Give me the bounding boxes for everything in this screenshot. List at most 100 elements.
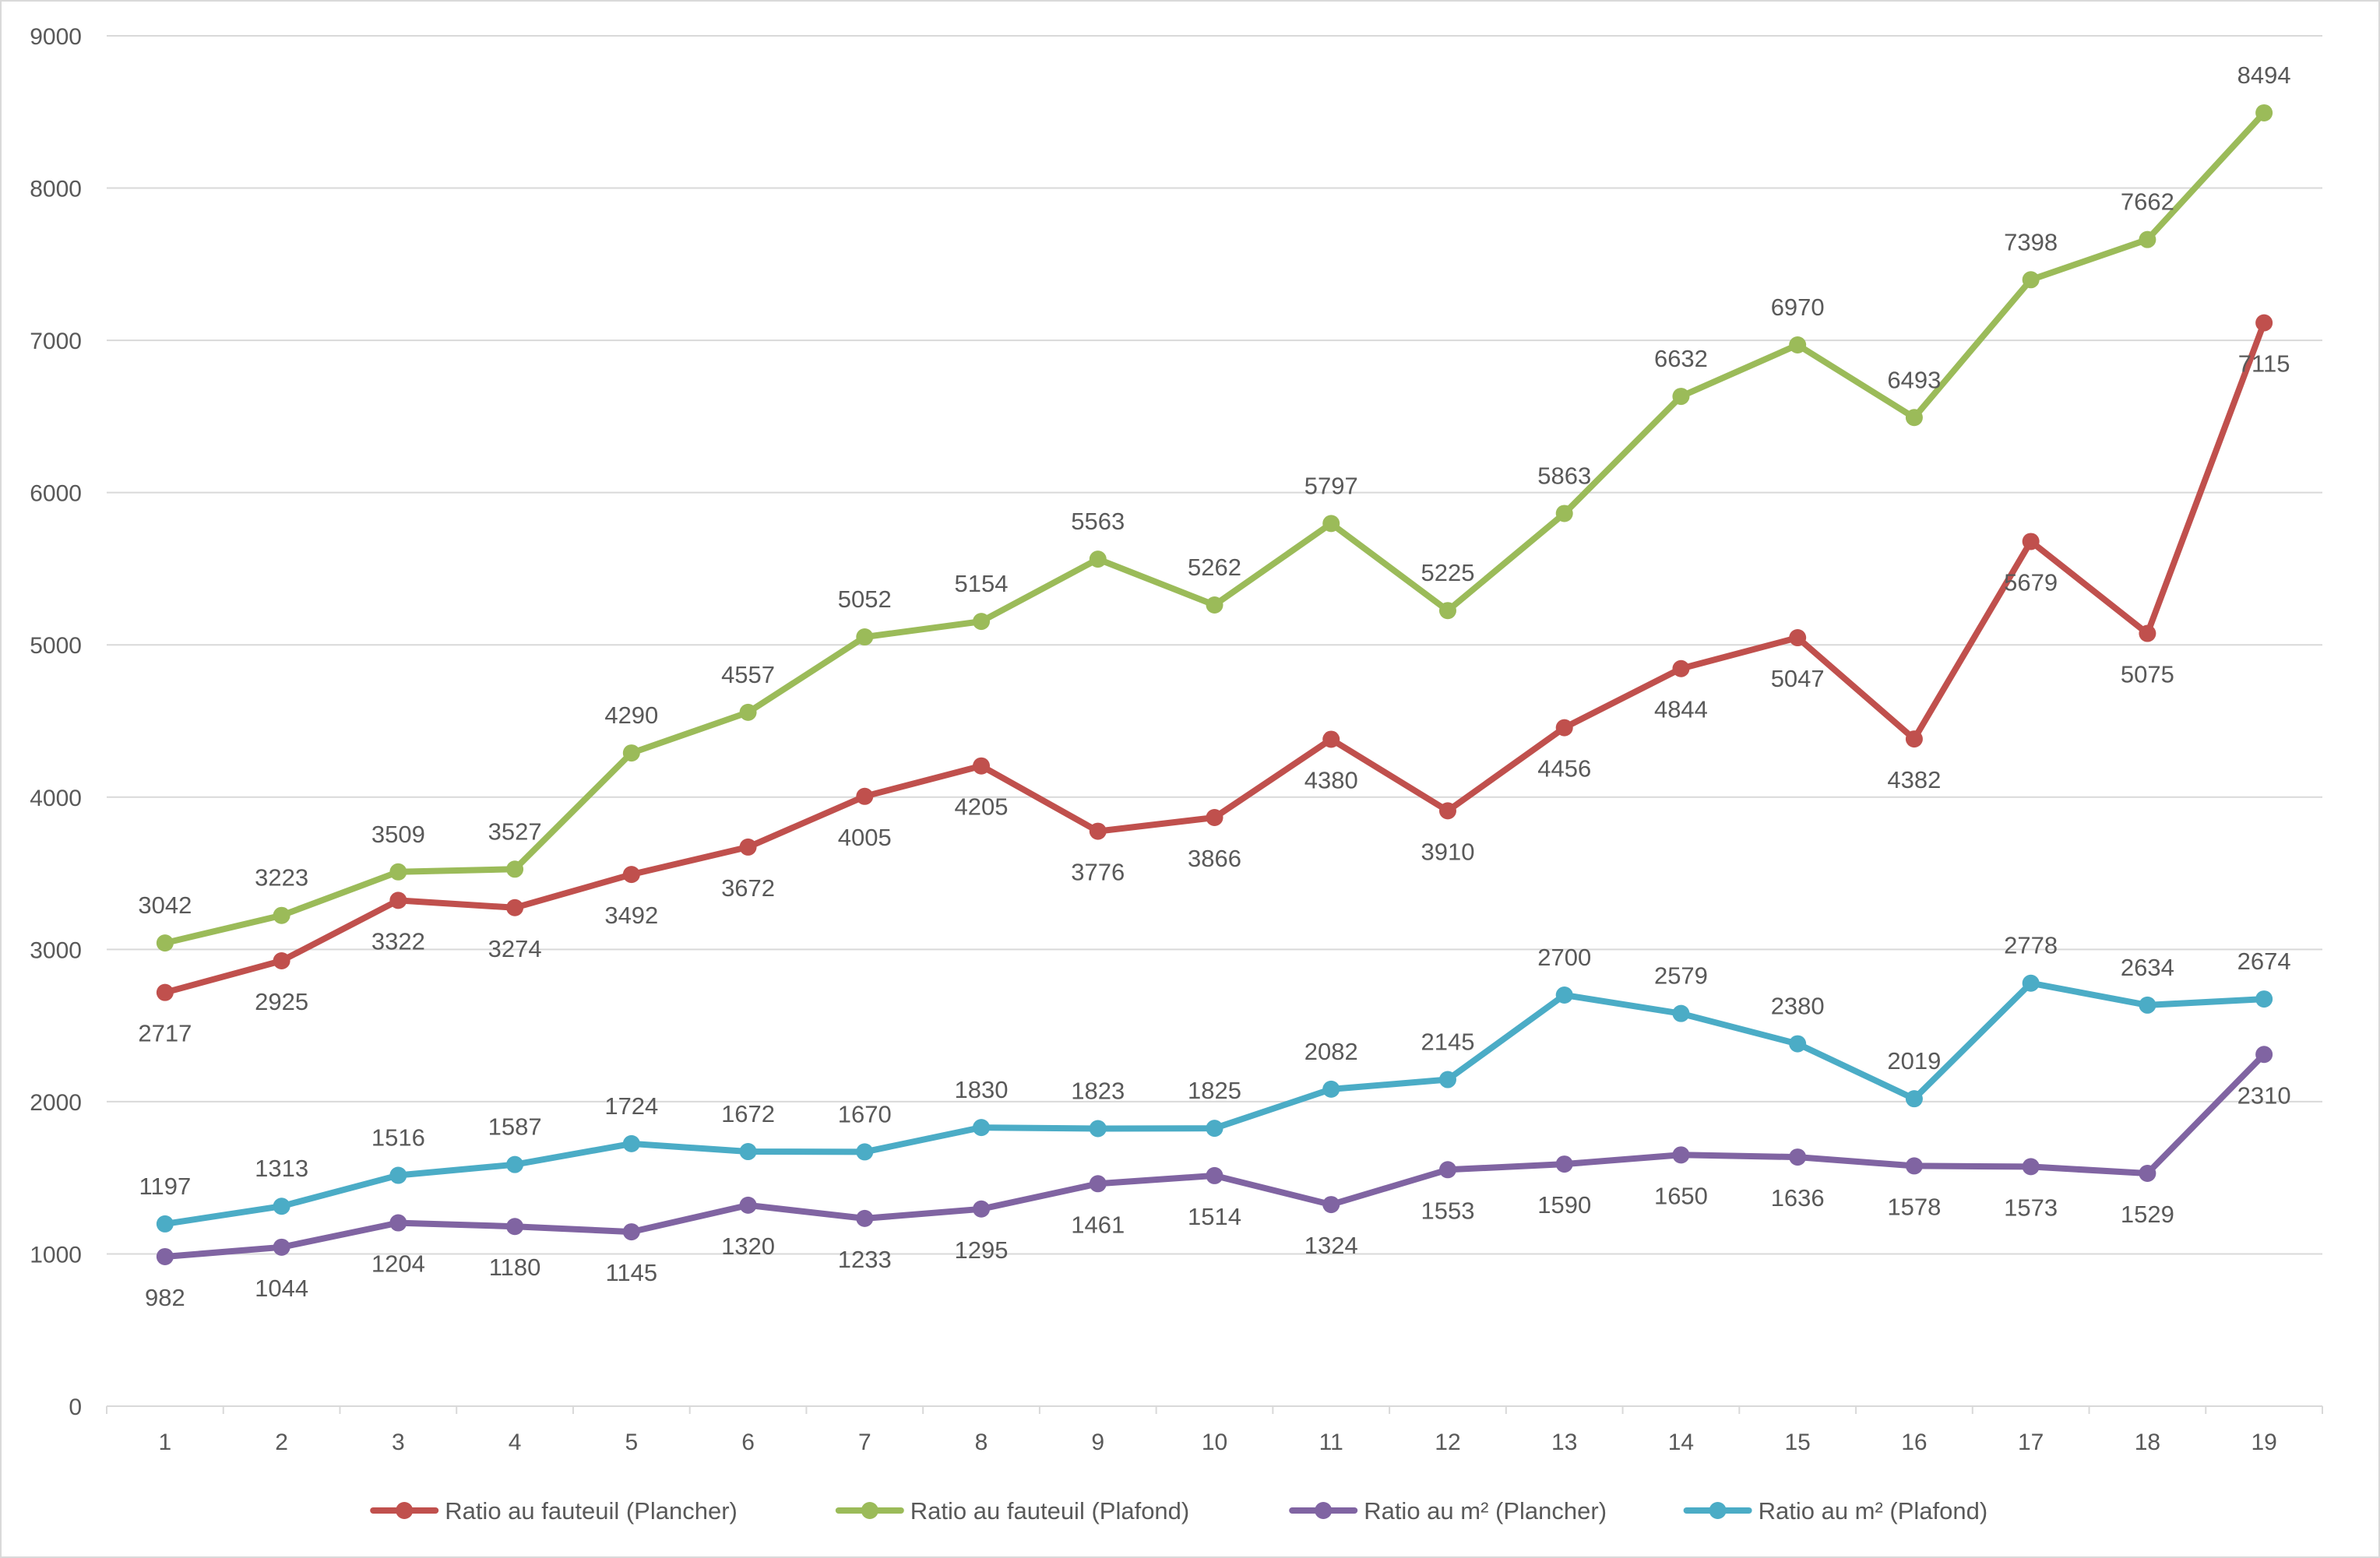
data-label: 1672: [721, 1100, 775, 1127]
y-axis-tick-labels: 0 1000 2000 3000 4000 5000 6000 7000 8000 9000: [30, 24, 82, 1420]
data-point: [1672, 1004, 1690, 1022]
legend-swatch-marker: [861, 1502, 878, 1519]
data-label: 6970: [1771, 294, 1825, 321]
data-label: 4005: [838, 824, 892, 851]
data-label: 1145: [605, 1259, 657, 1286]
data-point: [622, 744, 640, 762]
data-label: 3042: [138, 892, 192, 919]
series-3: [156, 1046, 2273, 1265]
legend-item: Ratio au fauteuil (Plancher): [370, 1497, 738, 1525]
x-tick-label: 18: [2135, 1430, 2160, 1455]
data-point: [2139, 996, 2156, 1014]
data-point: [739, 1143, 757, 1161]
data-label: 3910: [1421, 838, 1474, 865]
x-tick-label: 6: [741, 1430, 755, 1455]
x-tick-label: 12: [1435, 1430, 1460, 1455]
data-label: 3509: [371, 821, 425, 848]
data-point: [1555, 719, 1573, 737]
series-1: [156, 314, 2273, 1001]
data-label: 5225: [1421, 559, 1474, 586]
data-point: [1438, 802, 1456, 820]
series-2: [156, 104, 2273, 952]
legend-label: Ratio au fauteuil (Plafond): [910, 1497, 1189, 1525]
series-4: [156, 974, 2273, 1233]
data-label: 1529: [2121, 1201, 2174, 1228]
data-label: 2082: [1304, 1038, 1358, 1065]
data-point: [2139, 230, 2156, 248]
legend-item: Ratio au fauteuil (Plafond): [835, 1497, 1189, 1525]
data-point: [156, 983, 174, 1001]
data-point: [1438, 602, 1456, 620]
x-tick-label: 8: [975, 1430, 988, 1455]
data-label: 5047: [1771, 665, 1825, 692]
data-point: [1905, 730, 1923, 748]
data-point: [1206, 1166, 1223, 1184]
x-tick-label: 10: [1202, 1430, 1227, 1455]
data-point: [2255, 314, 2273, 332]
data-point: [273, 1198, 290, 1215]
data-point: [622, 1134, 640, 1152]
data-label: 1324: [1304, 1232, 1358, 1259]
data-label: 3866: [1188, 845, 1241, 872]
data-label: 1573: [2004, 1194, 2058, 1221]
data-label: 6632: [1654, 345, 1708, 372]
data-label: 2019: [1887, 1047, 1941, 1074]
data-point: [1089, 1120, 1107, 1138]
data-point: [739, 703, 757, 721]
x-tick-label: 5: [625, 1430, 638, 1455]
legend: Ratio au fauteuil (Plancher) Ratio au fau…: [370, 1497, 1987, 1525]
data-label: 1590: [1537, 1191, 1591, 1219]
data-label: 7115: [2238, 350, 2290, 378]
x-tick-label: 7: [858, 1430, 871, 1455]
data-point: [1322, 730, 1340, 748]
data-label: 4382: [1887, 766, 1941, 793]
data-point: [2139, 1164, 2156, 1182]
data-label: 3672: [721, 874, 775, 902]
data-label: 2579: [1654, 962, 1708, 990]
data-label: 4844: [1654, 696, 1708, 723]
data-point: [1555, 505, 1573, 522]
data-label: 1636: [1771, 1184, 1825, 1212]
data-label: 1514: [1188, 1203, 1241, 1230]
y-tick-label: 8000: [30, 177, 82, 202]
data-point: [156, 934, 174, 952]
data-point: [506, 1155, 524, 1173]
data-label: 1197: [139, 1173, 192, 1200]
data-label: 1461: [1071, 1211, 1125, 1238]
y-tick-label: 1000: [30, 1242, 82, 1268]
data-label: 1830: [955, 1076, 1009, 1103]
data-label: 1295: [955, 1236, 1009, 1264]
y-tick-label: 3000: [30, 937, 82, 963]
data-labels: 2717 2925 3322 3274 3492 3672 4005 4205 3776 3866…: [138, 62, 2290, 1311]
data-label: 7662: [2121, 188, 2174, 216]
data-label: 1233: [838, 1246, 892, 1273]
data-point: [973, 613, 991, 631]
data-point: [389, 1214, 407, 1232]
data-point: [2255, 1046, 2273, 1064]
data-label: 3492: [604, 902, 658, 929]
data-label: 1578: [1887, 1193, 1941, 1220]
data-label: 2145: [1421, 1029, 1474, 1056]
data-label: 1516: [371, 1124, 425, 1152]
data-point: [622, 866, 640, 884]
data-label: 4205: [955, 793, 1009, 821]
data-label: 5679: [2004, 568, 2058, 596]
data-point: [973, 1119, 991, 1137]
data-point: [1089, 550, 1107, 568]
data-label: 4456: [1537, 755, 1591, 783]
data-label: 4380: [1304, 766, 1358, 793]
data-point: [973, 1200, 991, 1218]
data-point: [856, 628, 874, 646]
data-point: [2022, 974, 2040, 992]
y-tick-label: 2000: [30, 1090, 82, 1116]
series-line: [161, 319, 2268, 996]
data-label: 5797: [1304, 472, 1358, 499]
data-label: 8494: [2237, 62, 2291, 89]
data-point: [156, 1247, 174, 1265]
x-tick-label: 4: [509, 1430, 522, 1455]
data-label: 1180: [489, 1254, 541, 1281]
x-tick-label: 19: [2251, 1430, 2276, 1455]
data-point: [2139, 624, 2156, 642]
data-point: [2022, 533, 2040, 550]
